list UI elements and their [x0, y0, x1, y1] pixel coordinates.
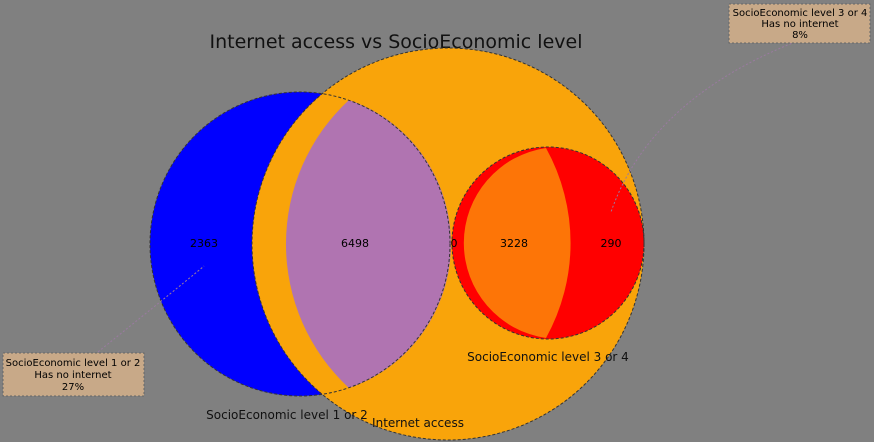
right-annotation-line3: 8% — [792, 30, 808, 41]
ses12-outline — [149, 91, 451, 397]
left-annotation: SocioEconomic level 1 or 2 Has no intern… — [2, 352, 145, 397]
count-ses12-only: 2363 — [190, 237, 218, 250]
set-circles — [149, 47, 645, 441]
right-annotation: SocioEconomic level 3 or 4 Has no intern… — [728, 3, 871, 44]
right-annotation-line2: Has no internet — [761, 19, 838, 30]
right-annotation-line1: SocioEconomic level 3 or 4 — [733, 8, 868, 19]
left-annotation-connector — [72, 265, 205, 373]
ses34-outline — [451, 146, 645, 340]
diagram-title: Internet access vs SocioEconomic level — [210, 31, 583, 53]
count-ses12-internet: 6498 — [341, 237, 369, 250]
label-ses34: SocioEconomic level 3 or 4 — [467, 350, 629, 364]
left-annotation-box — [2, 352, 145, 397]
overlap-ses34-internet — [463, 148, 571, 338]
right-annotation-connector — [610, 41, 796, 213]
label-ses12: SocioEconomic level 1 or 2 — [206, 408, 368, 422]
label-internet: Internet access — [372, 416, 464, 430]
count-internet-ses34: 3228 — [500, 237, 528, 250]
left-annotation-line2: Has no internet — [34, 370, 111, 381]
left-annotation-line3: 27% — [62, 382, 84, 393]
count-ses12-ses34: 0 — [451, 237, 458, 250]
left-annotation-line1: SocioEconomic level 1 or 2 — [6, 358, 141, 369]
right-annotation-box — [728, 3, 871, 44]
overlap-ses12-internet — [285, 100, 451, 388]
count-ses34-only: 290 — [601, 237, 622, 250]
